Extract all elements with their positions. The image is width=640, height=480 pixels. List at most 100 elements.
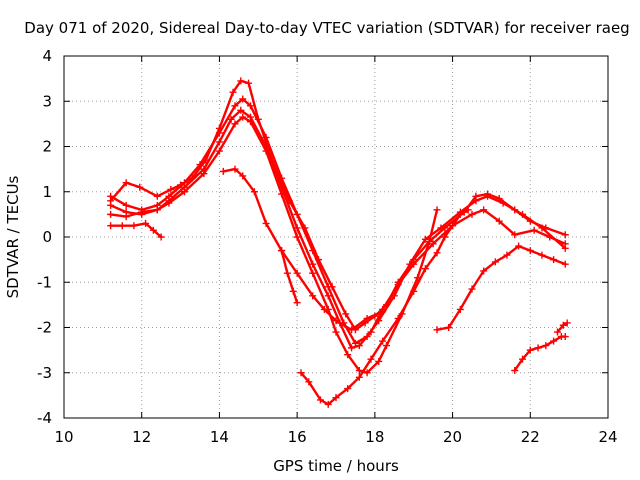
data-point: [130, 222, 138, 230]
data-point: [561, 260, 569, 268]
data-point: [320, 305, 328, 313]
data-point: [472, 197, 480, 205]
data-point: [231, 165, 239, 173]
data-point: [293, 233, 301, 241]
series-track-j: [553, 319, 571, 336]
data-point: [464, 206, 472, 214]
y-tick-label: 4: [42, 47, 52, 65]
data-point: [456, 305, 464, 313]
data-point: [122, 179, 130, 187]
data-point: [239, 113, 247, 121]
data-point: [394, 314, 402, 322]
data-point: [149, 226, 157, 234]
chart-title: Day 071 of 2020, Sidereal Day-to-day VTE…: [24, 19, 629, 37]
data-point: [122, 201, 130, 209]
data-point: [484, 192, 492, 200]
data-point: [355, 373, 363, 381]
data-point: [344, 351, 352, 359]
data-point: [553, 328, 561, 336]
data-point: [383, 342, 391, 350]
data-point: [215, 138, 223, 146]
data-point: [550, 256, 558, 264]
data-point: [165, 199, 173, 207]
x-tick-label: 20: [443, 428, 462, 446]
x-tick-label: 18: [365, 428, 384, 446]
data-point: [237, 106, 245, 114]
data-point: [324, 400, 332, 408]
y-tick-label: 1: [42, 183, 52, 201]
data-point: [245, 79, 253, 87]
data-point: [107, 192, 115, 200]
x-tick-label: 10: [54, 428, 73, 446]
data-point: [519, 210, 527, 218]
series-line: [556, 321, 569, 334]
data-point: [421, 235, 429, 243]
data-point: [215, 129, 223, 137]
data-point: [433, 249, 441, 257]
data-point: [375, 357, 383, 365]
data-point: [293, 269, 301, 277]
data-point: [342, 310, 350, 318]
data-point: [429, 240, 437, 248]
y-tick-label: -4: [37, 409, 52, 427]
data-point: [107, 222, 115, 230]
data-point: [118, 222, 126, 230]
data-point: [534, 344, 542, 352]
data-point: [142, 219, 150, 227]
data-point: [511, 231, 519, 239]
data-point: [247, 102, 255, 110]
data-point: [283, 269, 291, 277]
data-point: [219, 167, 227, 175]
data-point: [136, 183, 144, 191]
data-point: [332, 394, 340, 402]
series-track-f: [219, 165, 387, 334]
data-point: [468, 285, 476, 293]
data-point: [231, 120, 239, 128]
data-point: [433, 326, 441, 334]
data-point: [309, 260, 317, 268]
data-point: [324, 292, 332, 300]
data-point: [367, 355, 375, 363]
data-point: [348, 326, 356, 334]
data-point: [546, 233, 554, 241]
series-track-e: [107, 219, 165, 241]
data-point: [363, 314, 371, 322]
data-point: [250, 188, 258, 196]
data-point: [180, 188, 188, 196]
data-point: [355, 366, 363, 374]
data-point: [538, 224, 546, 232]
series-line: [109, 115, 439, 374]
data-point: [297, 369, 305, 377]
data-point: [379, 337, 387, 345]
data-point: [437, 224, 445, 232]
data-point: [153, 192, 161, 200]
data-point: [379, 308, 387, 316]
data-point: [491, 258, 499, 266]
data-point: [410, 260, 418, 268]
data-point: [363, 369, 371, 377]
series-track-k: [278, 247, 301, 307]
data-point: [262, 133, 270, 141]
data-point: [538, 251, 546, 259]
data-point: [355, 342, 363, 350]
series-line: [109, 109, 567, 350]
series-track-c: [107, 106, 569, 352]
data-point: [526, 247, 534, 255]
data-point: [542, 342, 550, 350]
y-axis-label: SDTVAR / TECUs: [4, 175, 22, 298]
data-point: [309, 269, 317, 277]
data-point: [107, 210, 115, 218]
data-point: [215, 147, 223, 155]
data-point: [332, 317, 340, 325]
series-line: [435, 244, 567, 331]
series-track-a: [107, 77, 569, 334]
data-point: [262, 219, 270, 227]
data-point: [410, 287, 418, 295]
data-point: [122, 213, 130, 221]
data-point: [278, 247, 286, 255]
data-point: [563, 319, 571, 327]
series-line: [109, 79, 567, 331]
data-point: [445, 324, 453, 331]
